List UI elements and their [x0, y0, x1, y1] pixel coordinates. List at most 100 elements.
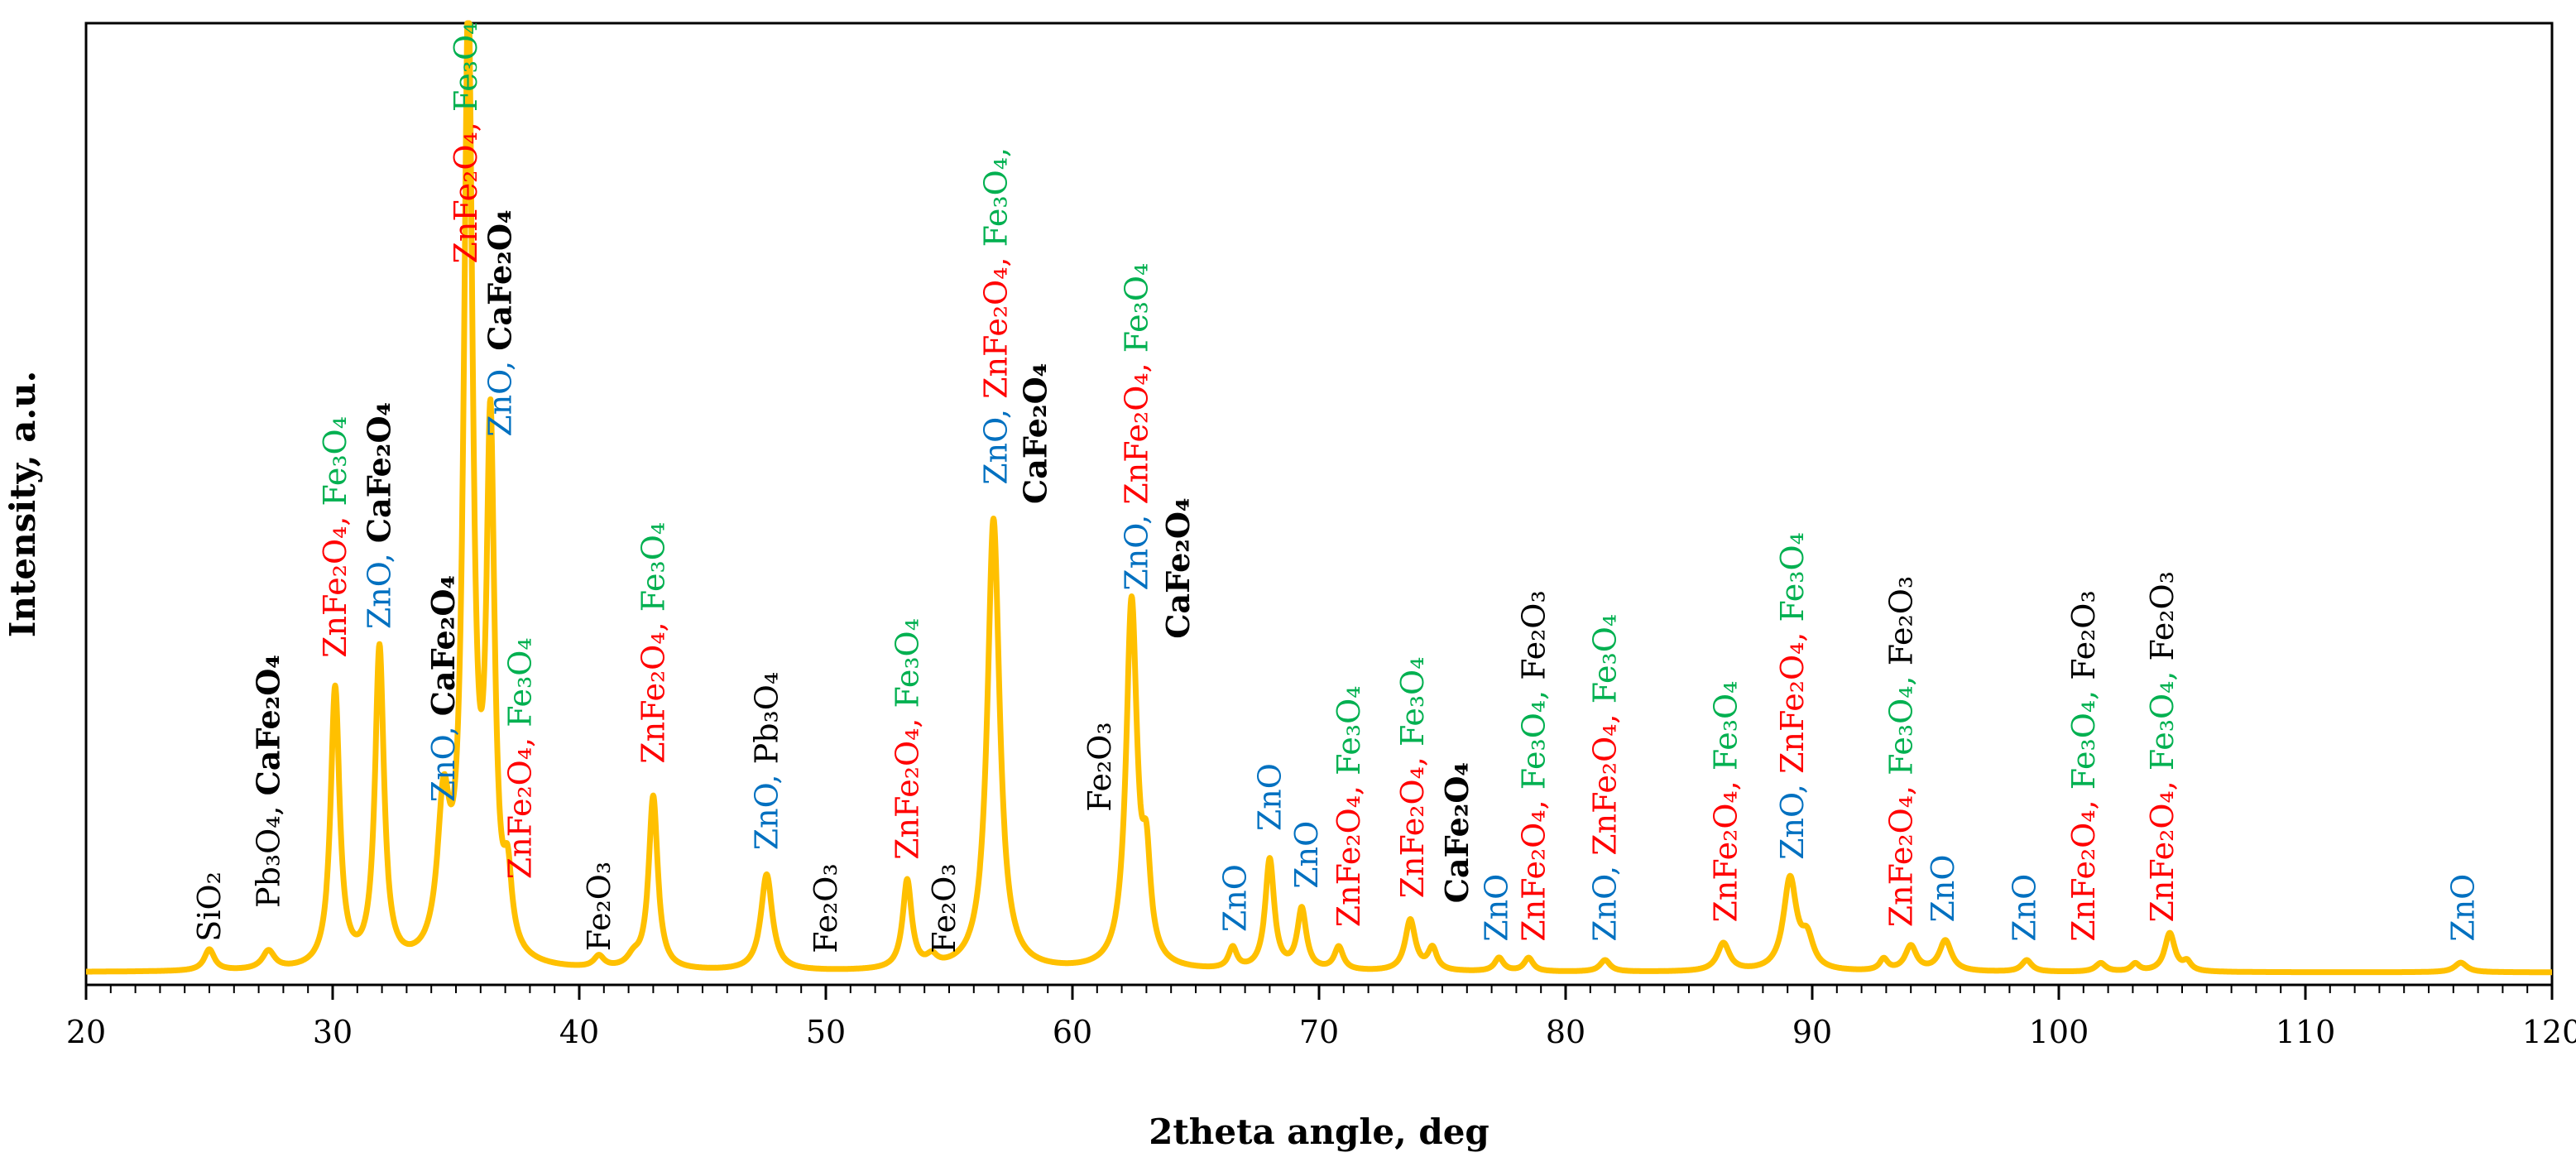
peak-annotation: ZnFe₂O₄, Fe₃O₄: [448, 22, 484, 264]
annotation-phase: ZnO,: [1119, 505, 1155, 591]
peak-annotation: CaFe₂O₄: [1438, 762, 1475, 903]
annotation-phase: Fe₃O₄,: [1883, 665, 1919, 775]
annotation-phase: ZnFe₂O₄,: [1708, 771, 1744, 922]
peak-annotation: ZnFe₂O₄, Fe₃O₄, Fe₂O₃: [2144, 571, 2180, 922]
x-tick-label: 90: [1792, 1014, 1832, 1050]
peak-annotation: ZnO: [1479, 874, 1515, 942]
annotation-phase: Fe₃O₄,: [978, 147, 1015, 247]
annotation-phase: CaFe₂O₄: [361, 402, 398, 543]
peak-annotation: Fe₂O₃: [926, 863, 962, 953]
annotation-phase: ZnO,: [978, 399, 1015, 485]
annotation-phase: ZnFe₂O₄,: [889, 708, 925, 859]
annotation-phase: Fe₂O₃: [2144, 571, 2180, 660]
peak-annotation: ZnO, ZnFe₂O₄, Fe₃O₄: [1119, 263, 1155, 591]
annotation-phase: ZnFe₂O₄,: [1331, 775, 1367, 927]
peak-annotation: ZnO, ZnFe₂O₄, Fe₃O₄: [1587, 614, 1624, 942]
annotation-phase: ZnFe₂O₄,: [1119, 353, 1155, 504]
peak-annotation: ZnO, Pb₃O₄: [749, 672, 785, 850]
annotation-phase: Fe₂O₃: [808, 863, 844, 953]
peak-annotation: ZnO: [1217, 864, 1254, 932]
annotation-phase: ZnFe₂O₄,: [1587, 703, 1624, 855]
peak-annotation: ZnFe₂O₄, Fe₃O₄: [635, 522, 671, 764]
annotation-phase: ZnO: [1479, 874, 1515, 942]
annotation-phase: ZnO: [1251, 763, 1288, 831]
y-axis-title: Intensity, a.u.: [2, 371, 43, 637]
peak-annotation: ZnO, CaFe₂O₄: [482, 209, 519, 436]
x-tick-label: 70: [1299, 1014, 1339, 1050]
annotation-phase: Fe₂O₃: [926, 863, 962, 953]
annotation-phase: ZnO: [2445, 874, 2482, 942]
annotation-phase: ZnO: [1217, 864, 1254, 932]
x-tick-labels: 20 30 40 50 60 70 80 90 100 110 120: [66, 1014, 2576, 1050]
annotation-phase: ZnFe₂O₄,: [1883, 775, 1919, 927]
minor-ticks: [109, 985, 2529, 993]
peak-annotation: Fe₂O₃: [1082, 722, 1118, 811]
annotation-phase: Fe₃O₄: [1394, 657, 1431, 747]
annotation-phase: Fe₃O₄: [1119, 263, 1155, 353]
annotation-phase: Fe₃O₄: [889, 618, 925, 708]
peak-annotation: ZnO: [1288, 821, 1325, 889]
peak-annotation: ZnO, ZnFe₂O₄, Fe₃O₄,: [978, 147, 1015, 485]
annotation-phase: Fe₃O₄: [448, 22, 484, 112]
annotation-phase: ZnO,: [1587, 856, 1624, 942]
peak-annotation: SiO₂: [191, 872, 228, 942]
annotation-phase: SiO₂: [191, 872, 228, 942]
annotation-phase: ZnFe₂O₄,: [2144, 771, 2180, 922]
xrd-pattern-line: [84, 20, 2554, 976]
annotation-phase: Fe₂O₃: [1082, 722, 1118, 811]
annotation-phase: Fe₂O₃: [1515, 590, 1552, 679]
x-tick-label: 120: [2522, 1014, 2576, 1050]
peak-annotation: ZnO: [1251, 763, 1288, 831]
annotation-phase: Fe₂O₃: [581, 862, 617, 951]
peak-annotation: ZnO: [2006, 874, 2042, 942]
annotation-phase: Fe₃O₄: [502, 637, 539, 727]
peak-annotation: ZnFe₂O₄, Fe₃O₄: [1331, 685, 1367, 927]
x-tick-label: 60: [1053, 1014, 1092, 1050]
peak-annotation: Pb₃O₄, CaFe₂O₄: [250, 655, 287, 908]
annotation-phase: ZnO,: [749, 764, 785, 850]
peak-annotation: CaFe₂O₄: [1016, 363, 1053, 504]
x-axis-title: 2theta angle, deg: [1149, 1112, 1489, 1152]
annotation-phase: CaFe₂O₄: [425, 575, 462, 716]
peak-annotation: ZnFe₂O₄, Fe₃O₄, Fe₂O₃: [2065, 590, 2102, 941]
x-tick-label: 20: [66, 1014, 106, 1050]
peak-annotation: ZnFe₂O₄, Fe₃O₄: [1394, 657, 1431, 899]
peak-annotation: ZnO, CaFe₂O₄: [361, 402, 398, 629]
annotation-phase: Pb₃O₄: [749, 672, 785, 765]
peak-annotation: ZnFe₂O₄, Fe₃O₄: [502, 637, 539, 879]
peak-annotation: ZnO, CaFe₂O₄: [425, 575, 462, 802]
annotation-phase: Fe₃O₄: [1587, 614, 1624, 703]
x-tick-label: 30: [313, 1014, 353, 1050]
annotation-phase: Fe₃O₄: [1331, 685, 1367, 775]
peak-annotation: ZnFe₂O₄, Fe₃O₄: [889, 618, 925, 860]
peak-annotation: ZnO, ZnFe₂O₄, Fe₃O₄: [1774, 532, 1811, 860]
annotation-phase: Fe₃O₄: [317, 416, 353, 506]
annotation-phase: ZnO: [1288, 821, 1325, 889]
annotation-phase: ZnFe₂O₄,: [317, 506, 353, 657]
annotation-phase: Fe₃O₄,: [2144, 661, 2180, 771]
annotation-phase: ZnO: [1925, 854, 1961, 922]
annotation-phase: Fe₂O₃: [2065, 590, 2102, 679]
annotation-phase: ZnO: [2006, 874, 2042, 942]
annotation-phase: CaFe₂O₄: [1438, 762, 1475, 903]
peak-annotation: Fe₂O₃: [581, 862, 617, 951]
annotation-phase: Fe₃O₄: [1774, 532, 1811, 622]
annotation-phase: CaFe₂O₄: [1159, 497, 1197, 638]
annotation-phase: Pb₃O₄,: [251, 795, 287, 908]
major-ticks: [84, 985, 2554, 1000]
annotation-phase: CaFe₂O₄: [482, 209, 519, 350]
annotation-phase: ZnFe₂O₄,: [635, 612, 671, 763]
annotation-phase: ZnFe₂O₄,: [978, 247, 1015, 398]
annotation-phase: Fe₃O₄: [635, 522, 671, 612]
annotation-phase: ZnO,: [482, 351, 519, 437]
annotation-phase: Fe₃O₄,: [2065, 680, 2102, 790]
annotation-phase: ZnFe₂O₄,: [1515, 790, 1552, 941]
peak-annotation: ZnFe₂O₄, Fe₃O₄: [317, 416, 353, 658]
annotation-phase: ZnFe₂O₄,: [1394, 747, 1431, 898]
annotation-phase: Fe₃O₄: [1708, 681, 1744, 771]
peak-annotation: ZnFe₂O₄, Fe₃O₄, Fe₂O₃: [1883, 576, 1919, 927]
annotation-phase: CaFe₂O₄: [1016, 363, 1053, 504]
peak-annotation: ZnO: [2445, 874, 2482, 942]
